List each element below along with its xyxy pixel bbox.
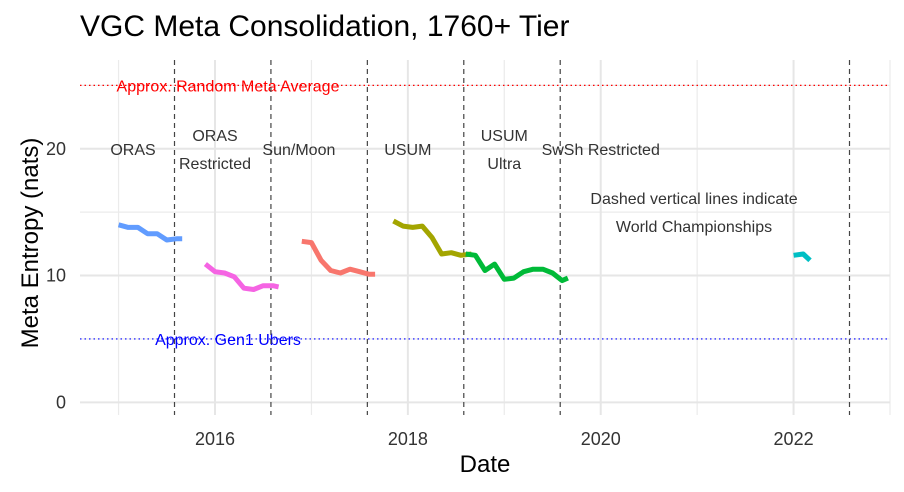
era-label: Sun/Moon [262,142,335,159]
y-axis-title: Meta Entropy (nats) [17,138,44,349]
series-line [117,222,183,243]
y-tick-label: 10 [46,266,66,286]
grid [80,60,891,415]
reference-line-label: Approx. Gen1 Ubers [155,332,301,349]
x-tick-label: 2022 [774,429,814,449]
era-label: SwSh Restricted [542,142,660,159]
annotations: ORAS ORAS Restricted Sun/Moon USUM USUM Ultra S… [110,128,797,236]
chart-note: Dashed vertical lines indicate [590,191,797,208]
chart-title: VGC Meta Consolidation, 1760+ Tier [80,10,569,43]
x-axis-title: Date [460,451,511,478]
x-tick-label: 2016 [195,429,235,449]
chart-note: World Championships [616,219,772,236]
worlds-lines [173,60,851,415]
series-line [465,251,569,284]
series-line [301,238,376,277]
data-series [117,218,812,292]
era-label: ORAS [110,142,155,159]
era-label: USUM [481,128,528,145]
reference-line-label: Approx. Random Meta Average [117,78,340,95]
era-label: Ultra [487,156,521,173]
series-line [203,262,280,292]
series-line [392,218,472,258]
x-tick-label: 2018 [388,429,428,449]
x-tick-label: 2020 [581,429,621,449]
series-line [793,251,812,263]
era-label: Restricted [179,156,251,173]
era-label: USUM [384,142,431,159]
y-tick-label: 20 [46,139,66,159]
y-tick-label: 0 [56,392,66,412]
reference-lines: Approx. Random Meta Average Approx. Gen1 … [80,78,890,349]
tick-labels: 2016 2018 2020 2022 0 10 20 [46,139,814,449]
era-label: ORAS [192,128,237,145]
